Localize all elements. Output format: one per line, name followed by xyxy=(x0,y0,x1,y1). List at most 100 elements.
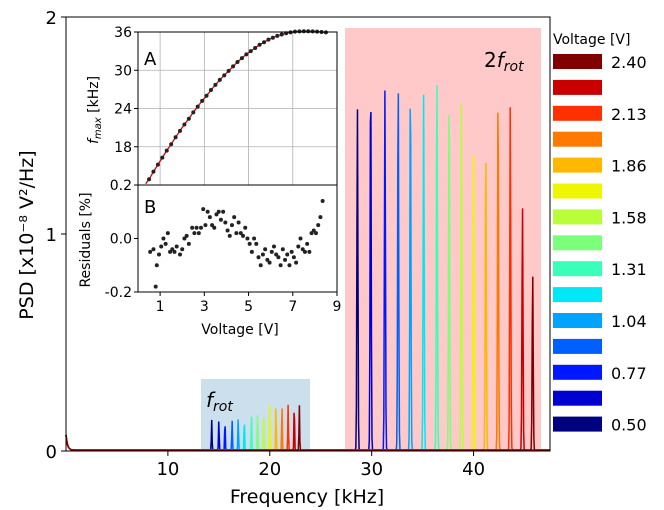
inset-b-point xyxy=(186,241,191,246)
inset-b-point xyxy=(159,244,164,249)
inset-b-point xyxy=(309,231,314,236)
main-axes: 10 20 30 40 0 1 2 xyxy=(46,8,551,480)
inset-b-point xyxy=(234,231,239,236)
inset-b-point xyxy=(305,241,310,246)
inset-b-point xyxy=(296,244,301,249)
inset-a-point xyxy=(155,162,160,167)
inset-b-point xyxy=(180,247,185,252)
inset-b-point xyxy=(207,215,212,220)
inset-b-point xyxy=(283,257,288,262)
inset-b-point xyxy=(278,263,283,268)
legend-swatch xyxy=(553,209,602,225)
inset-a-point xyxy=(257,42,262,47)
inset-b-point xyxy=(238,231,243,236)
inset-a-point xyxy=(217,77,222,82)
inset-a-y-tick-label: 30 xyxy=(114,63,132,79)
x-tick-label: 10 xyxy=(156,459,179,480)
legend-swatch xyxy=(553,157,602,173)
inset-b-point xyxy=(174,244,179,249)
inset-b-panel-label: B xyxy=(144,197,156,218)
inset-b-bg xyxy=(138,185,337,292)
inset-b-point xyxy=(287,263,292,268)
inset-b-point xyxy=(192,231,197,236)
inset-b-point xyxy=(285,252,290,257)
legend-swatch xyxy=(553,131,602,147)
inset-b-point xyxy=(223,220,228,225)
inset-b-point xyxy=(214,212,219,217)
inset-a-point xyxy=(266,37,271,42)
inset-b-point xyxy=(313,231,318,236)
inset-b-point xyxy=(232,215,237,220)
inset-b-point xyxy=(229,223,234,228)
x-tick-label: 20 xyxy=(258,459,281,480)
legend-swatch xyxy=(553,183,602,199)
inset-b-point xyxy=(269,249,274,254)
legend-swatch xyxy=(553,235,602,251)
inset-b-point xyxy=(258,263,263,268)
legend-label: 1.58 xyxy=(611,208,647,227)
inset-a-point xyxy=(253,45,258,50)
inset-a-point xyxy=(182,122,187,127)
x-axis-label: Frequency [kHz] xyxy=(230,486,384,508)
inset-a-point xyxy=(191,110,196,115)
inset-b-point xyxy=(225,228,230,233)
inset-a-point xyxy=(297,29,302,34)
inset-b-point xyxy=(216,209,221,214)
inset-a-point xyxy=(310,29,315,34)
inset-b-point xyxy=(249,249,254,254)
y-tick-label: 1 xyxy=(46,225,57,246)
inset-a-point xyxy=(226,68,231,73)
inset-b-point xyxy=(190,225,195,230)
y-tick-label: 2 xyxy=(46,8,57,29)
inset-b-y-tick-label: -0.2 xyxy=(105,285,132,301)
inset-a-y-tick-label: 36 xyxy=(114,25,132,41)
legend-label: 1.86 xyxy=(611,157,647,176)
inset-b-point xyxy=(212,225,217,230)
legend-entries: 2.40 2.13 1.86 1.58 1.31 1.04 0.77 0.50 xyxy=(553,53,647,435)
legend-swatch xyxy=(553,390,602,406)
inset-a-point xyxy=(208,88,213,93)
inset-b-point xyxy=(205,209,210,214)
legend-swatch xyxy=(553,54,602,69)
inset-b-point xyxy=(271,244,276,249)
legend-title: Voltage [V] xyxy=(553,32,630,48)
inset-b-point xyxy=(243,225,248,230)
inset-b-x-label: Voltage [V] xyxy=(201,322,278,338)
inset-b-point xyxy=(165,231,170,236)
inset-b-point xyxy=(320,199,325,204)
legend-label: 1.31 xyxy=(611,260,647,279)
inset-a-point xyxy=(248,49,253,54)
x-tick-label: 30 xyxy=(360,459,383,480)
inset-b-point xyxy=(263,247,268,252)
inset-a-panel-label: A xyxy=(144,49,157,70)
inset-b-content: -0.2 0.0 0.2 1 3 5 7 9 xyxy=(105,178,342,315)
inset-b-point xyxy=(276,255,281,260)
inset-b-point xyxy=(153,284,158,289)
inset-a-point xyxy=(151,169,156,174)
inset-b-point xyxy=(182,236,187,241)
inset-b-point xyxy=(172,249,177,254)
inset-b-point xyxy=(311,228,316,233)
inset-b-point xyxy=(318,215,323,220)
inset-b-point xyxy=(148,249,153,254)
inset-a-y-label: fmax [kHz] xyxy=(86,76,104,144)
inset-b-point xyxy=(260,252,265,257)
inset-a-point xyxy=(222,73,227,78)
inset-b-point xyxy=(254,241,259,246)
2f-rot-highlight xyxy=(345,28,541,451)
inset-b-point xyxy=(151,247,156,252)
legend-label: 1.04 xyxy=(611,312,647,331)
legend-label: 0.50 xyxy=(611,416,647,435)
inset-a-point xyxy=(270,35,275,40)
inset-a-y-tick-label: 18 xyxy=(114,140,132,156)
inset-b-point xyxy=(196,231,201,236)
inset-a-point xyxy=(186,116,191,121)
2f-rot-annotation: 2frot xyxy=(484,48,524,75)
f-rot-annotation: frot xyxy=(206,388,233,415)
inset-b-point xyxy=(300,247,305,252)
inset-b-y-label: Residuals [%] xyxy=(78,192,94,287)
legend-swatch xyxy=(553,261,602,277)
inset-b-point xyxy=(247,241,252,246)
inset-a-point xyxy=(173,135,178,140)
inset-b-point xyxy=(316,223,321,228)
